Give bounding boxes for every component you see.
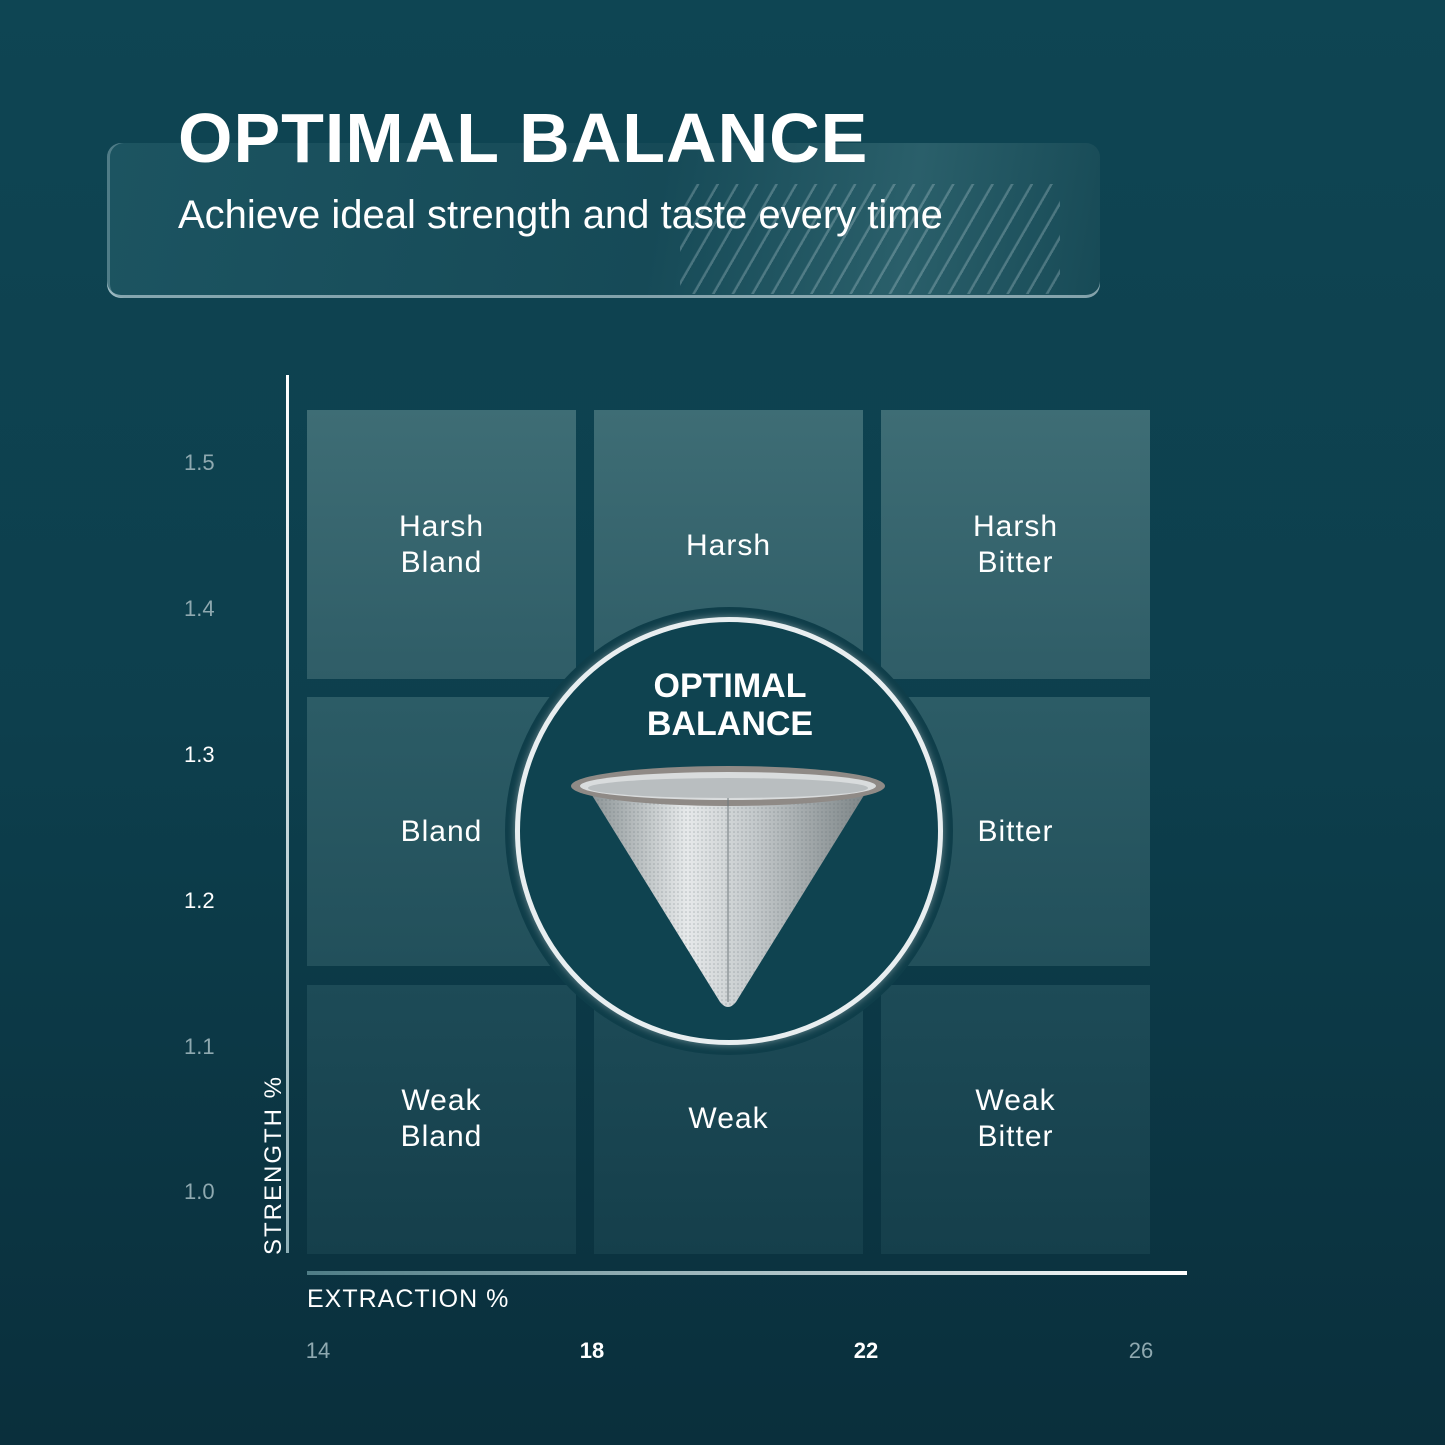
page-subtitle: Achieve ideal strength and taste every t…: [178, 193, 943, 237]
y-axis-label: STRENGTH %: [260, 1074, 287, 1255]
y-tick-label: 1.3: [184, 742, 215, 767]
zone-harsh-bitter: Harsh Bitter: [881, 410, 1150, 679]
zone-weak-bland: Weak Bland: [307, 985, 576, 1254]
header-banner: [107, 143, 1100, 298]
y-tick-label: 1.0: [184, 1179, 215, 1204]
cone-filter-icon: [571, 766, 885, 1007]
zone-harsh-bland: Harsh Bland: [307, 410, 576, 679]
y-tick-label: 1.5: [184, 450, 215, 475]
x-axis-line: [307, 1271, 1187, 1275]
optimal-zone-label: OPTIMAL BALANCE: [646, 667, 814, 743]
y-axis-line: [286, 375, 289, 1253]
y-tick-label: 1.4: [184, 596, 215, 621]
y-tick-label: 1.2: [184, 888, 215, 913]
x-axis-label: EXTRACTION %: [307, 1285, 510, 1313]
x-tick-label: 26: [1128, 1338, 1154, 1363]
page-title: OPTIMAL BALANCE: [178, 99, 869, 177]
zone-weak-bitter: Weak Bitter: [881, 985, 1150, 1254]
y-tick-label: 1.1: [184, 1034, 215, 1059]
x-tick-label: 22: [853, 1338, 879, 1363]
x-tick-label: 14: [305, 1338, 331, 1363]
x-tick-label: 18: [579, 1338, 605, 1363]
